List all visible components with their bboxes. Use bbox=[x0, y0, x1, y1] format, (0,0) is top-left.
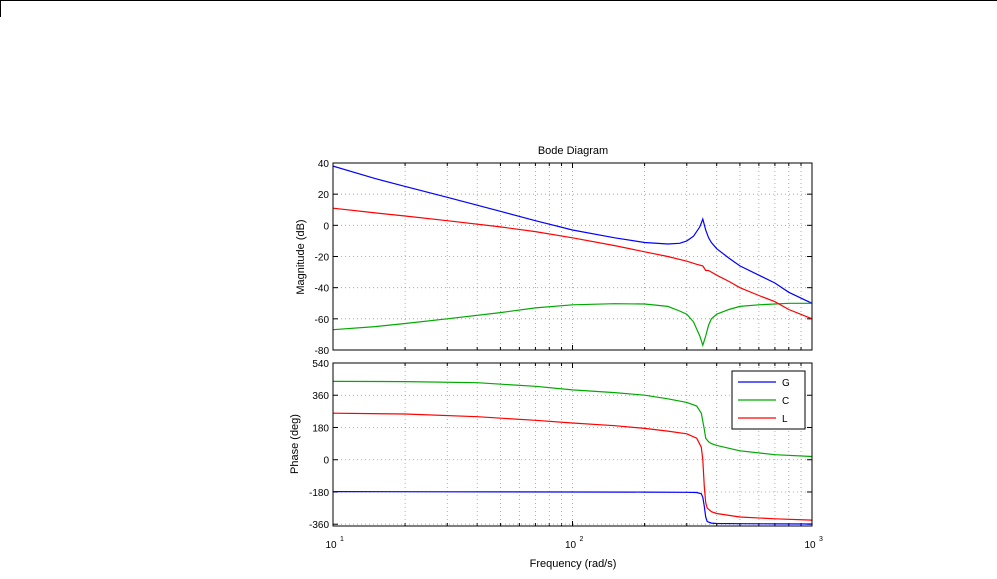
chart-title: Bode Diagram bbox=[538, 145, 608, 157]
magnitude-ytick-label: -80 bbox=[315, 346, 330, 357]
magnitude-series-c bbox=[333, 302, 812, 348]
magnitude-ytick-label: 20 bbox=[318, 190, 330, 201]
magnitude-ytick-label: -20 bbox=[315, 253, 330, 264]
magnitude-panel: 40 20 0 -20 -40 -60 -80 bbox=[315, 159, 813, 357]
x-tick-label: 103 bbox=[804, 536, 823, 551]
legend-label-g: G bbox=[782, 378, 790, 389]
magnitude-ytick-label: 40 bbox=[318, 159, 330, 170]
phase-y-label: Phase (deg) bbox=[289, 414, 301, 474]
phase-ytick-label: 540 bbox=[312, 359, 329, 370]
magnitude-axes-box bbox=[332, 162, 813, 351]
phase-ytick-label: -180 bbox=[309, 488, 329, 499]
phase-series-l bbox=[333, 412, 812, 521]
magnitude-ytick-label: -40 bbox=[315, 284, 330, 295]
phase-series-g bbox=[333, 491, 812, 525]
left-border-mark bbox=[0, 0, 1, 17]
x-tick-exponent: 2 bbox=[580, 536, 584, 543]
top-border-line bbox=[0, 0, 997, 1]
magnitude-ytick-label: -60 bbox=[315, 315, 330, 326]
x-tick-label: 102 bbox=[565, 536, 584, 551]
phase-ytick-label: 0 bbox=[323, 456, 329, 467]
phase-ytick-label: 360 bbox=[312, 391, 329, 402]
phase-ytick-label: 180 bbox=[312, 423, 329, 434]
phase-ytick-label: -360 bbox=[309, 520, 329, 531]
legend-label-l: L bbox=[782, 414, 788, 425]
x-axis-label: Frequency (rad/s) bbox=[530, 558, 617, 570]
legend-label-c: C bbox=[782, 396, 789, 407]
x-tick-base: 10 bbox=[565, 540, 577, 551]
phase-axes-box bbox=[332, 362, 813, 527]
x-tick-base: 10 bbox=[325, 540, 337, 551]
legend: GCL bbox=[731, 370, 806, 430]
x-tick-exponent: 1 bbox=[340, 536, 344, 543]
magnitude-plot-area bbox=[333, 163, 812, 350]
x-tick-exponent: 3 bbox=[819, 536, 823, 543]
magnitude-y-label: Magnitude (dB) bbox=[295, 219, 307, 294]
magnitude-ytick-label: 0 bbox=[323, 221, 329, 232]
x-tick-base: 10 bbox=[804, 540, 816, 551]
x-tick-label: 101 bbox=[325, 536, 344, 551]
phase-series-c bbox=[333, 380, 812, 458]
magnitude-series-g bbox=[333, 165, 812, 304]
magnitude-series-l bbox=[333, 207, 812, 320]
